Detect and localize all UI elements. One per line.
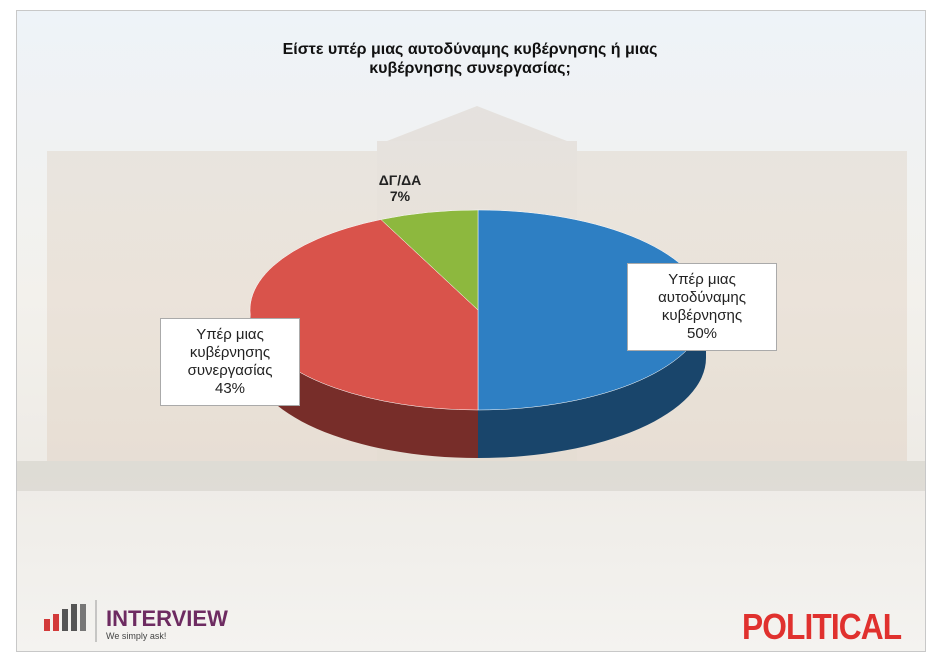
chart-title: Είστε υπέρ μιας αυτοδύναμης κυβέρνησης ή…	[282, 41, 658, 77]
brand-slogan: We simply ask!	[106, 631, 167, 641]
category-label: ΔΓ/ΔΑ	[378, 172, 422, 188]
data-label: Υπέρ μιας αυτοδύναμης κυβέρνησης 50%	[627, 263, 777, 351]
value-label: 50%	[686, 325, 718, 342]
data-label: ΔΓ/ΔΑ 7%	[365, 172, 435, 204]
value-label: 7%	[389, 188, 411, 204]
slice	[380, 209, 479, 311]
brand-political: POLITICAL	[742, 606, 902, 647]
slice-side	[250, 310, 478, 458]
data-label: Υπέρ μιας κυβέρνησης συνεργασίας 43%	[160, 318, 300, 406]
brand-interview: INTERVIEW	[106, 606, 228, 631]
interview-logo-icon	[44, 600, 97, 642]
value-label: 43%	[214, 380, 246, 397]
category-label: Υπέρ μιας κυβέρνησης συνεργασίας	[187, 326, 273, 379]
slice-side	[478, 310, 706, 458]
category-label: Υπέρ μιας αυτοδύναμης κυβέρνησης	[658, 271, 746, 324]
